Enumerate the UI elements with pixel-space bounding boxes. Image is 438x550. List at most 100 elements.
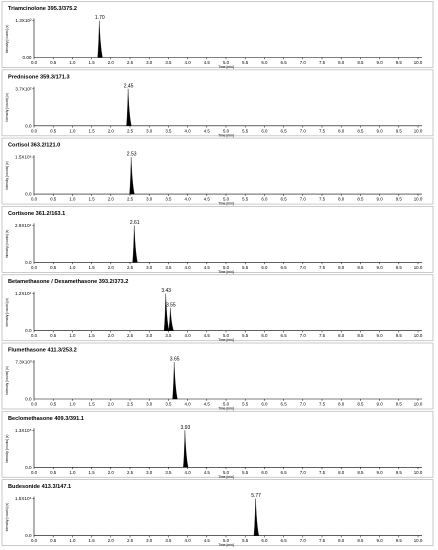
y-tick-label: 0.0: [25, 533, 32, 538]
x-tick-label: 10.0: [414, 197, 423, 202]
x-tick-label: 2.0: [108, 265, 115, 270]
panel-frame: [1, 342, 434, 410]
x-tick-label: 6.5: [281, 128, 288, 133]
peak-retention-label: 5.77: [251, 493, 261, 499]
chromatogram-panel: Cortisol 363.2/121.0 0.0 1.5X10⁶ Intensity …: [1, 137, 434, 206]
x-tick-label: 5.5: [242, 128, 249, 133]
x-tick-label: 1.0: [69, 470, 76, 475]
x-tick-label: 6.0: [261, 128, 268, 133]
x-tick-label: 7.5: [319, 128, 326, 133]
x-tick-label: 3.0: [146, 538, 153, 543]
x-tick-label: 8.0: [338, 60, 345, 65]
x-tick-label: 0.5: [50, 265, 57, 270]
x-tick-label: 0.0: [31, 60, 38, 65]
y-axis-label: Intensity [counts] (x): [5, 503, 9, 532]
y-axis-label: Intensity [counts] (x): [5, 435, 9, 464]
x-tick-label: 5.0: [223, 265, 230, 270]
x-tick-label: 5.5: [242, 538, 249, 543]
x-tick-label: 0.0: [31, 538, 38, 543]
peak-retention-label: 3.93: [181, 425, 191, 431]
panel-title: Budesonide 413.3/147.1: [8, 484, 71, 490]
x-tick-label: 1.5: [89, 197, 96, 202]
x-axis-label: Time [min]: [218, 65, 234, 69]
x-tick-label: 4.5: [204, 538, 211, 543]
x-tick-label: 9.0: [377, 402, 384, 407]
x-tick-label: 6.0: [261, 265, 268, 270]
x-axis-label: Time [min]: [218, 338, 234, 342]
chromatogram-panel: Beclomethasone 409.3/391.1 0.0 1.3X10⁵ Inte…: [1, 410, 434, 479]
panel-frame: [1, 274, 434, 342]
x-tick-label: 5.5: [242, 333, 249, 338]
x-tick-label: 2.0: [108, 60, 115, 65]
x-tick-label: 5.5: [242, 470, 249, 475]
y-tick-label: 0.0: [25, 260, 32, 265]
x-tick-label: 8.5: [357, 197, 364, 202]
y-tick-label: 1.5X10⁶: [15, 155, 32, 160]
x-tick-label: 3.5: [165, 402, 172, 407]
x-tick-label: 3.0: [146, 265, 153, 270]
x-tick-label: 5.0: [223, 197, 230, 202]
x-tick-label: 0.5: [50, 538, 57, 543]
x-tick-label: 7.5: [319, 402, 326, 407]
panel-title: Triamcinolone 395.3/375.2: [8, 6, 77, 12]
y-tick-label: 1.3X10²: [15, 18, 32, 23]
x-tick-label: 2.5: [127, 197, 134, 202]
x-tick-label: 9.5: [396, 470, 403, 475]
y-tick-label: 3.7X10²: [15, 86, 32, 91]
x-tick-label: 4.5: [204, 402, 211, 407]
x-tick-label: 9.0: [377, 60, 384, 65]
x-tick-label: 9.5: [396, 538, 403, 543]
x-tick-label: 6.5: [281, 265, 288, 270]
x-tick-label: 4.5: [204, 470, 211, 475]
x-tick-label: 5.0: [223, 333, 230, 338]
x-tick-label: 1.5: [89, 538, 96, 543]
x-axis-label: Time [min]: [218, 475, 234, 479]
chromatogram-panel: Budesonide 413.3/147.1 0.0 1.5X10⁴ Intensit…: [1, 479, 434, 547]
x-tick-label: 6.5: [281, 538, 288, 543]
panel-title: Cortisone 361.2/163.1: [8, 211, 65, 217]
x-tick-label: 8.0: [338, 470, 345, 475]
x-tick-label: 7.0: [300, 538, 307, 543]
x-tick-label: 8.0: [338, 333, 345, 338]
x-tick-label: 0.0: [31, 197, 38, 202]
x-tick-label: 4.0: [185, 265, 192, 270]
x-tick-label: 8.0: [338, 402, 345, 407]
x-tick-label: 9.0: [377, 538, 384, 543]
x-tick-label: 2.5: [127, 265, 134, 270]
x-tick-label: 10.0: [414, 333, 423, 338]
y-axis-label: Intensity [counts] (x): [5, 93, 9, 122]
x-tick-label: 10.0: [414, 538, 423, 543]
x-tick-label: 7.0: [300, 60, 307, 65]
x-tick-label: 6.0: [261, 538, 268, 543]
x-tick-label: 0.0: [31, 128, 38, 133]
x-tick-label: 3.5: [165, 197, 172, 202]
x-tick-label: 5.5: [242, 265, 249, 270]
x-tick-label: 2.0: [108, 470, 115, 475]
x-axis-label: Time [min]: [218, 543, 234, 547]
x-tick-label: 1.5: [89, 402, 96, 407]
x-tick-label: 10.0: [414, 60, 423, 65]
x-tick-label: 4.0: [185, 197, 192, 202]
x-tick-label: 0.5: [50, 128, 57, 133]
x-tick-label: 8.5: [357, 333, 364, 338]
y-tick-label: 0.00: [23, 55, 32, 60]
x-tick-label: 9.5: [396, 333, 403, 338]
x-tick-label: 2.0: [108, 197, 115, 202]
x-tick-label: 4.0: [185, 128, 192, 133]
x-tick-label: 2.5: [127, 402, 134, 407]
x-tick-label: 3.0: [146, 470, 153, 475]
x-tick-label: 3.0: [146, 60, 153, 65]
x-tick-label: 5.0: [223, 128, 230, 133]
x-tick-label: 10.0: [414, 470, 423, 475]
peak-retention-label: 3.65: [170, 357, 180, 363]
y-tick-label: 2.9X10⁴: [15, 223, 32, 228]
x-tick-label: 6.0: [261, 197, 268, 202]
x-tick-label: 5.0: [223, 60, 230, 65]
x-tick-label: 1.0: [69, 538, 76, 543]
x-tick-label: 4.0: [185, 60, 192, 65]
x-tick-label: 6.0: [261, 470, 268, 475]
x-tick-label: 2.0: [108, 333, 115, 338]
x-tick-label: 5.0: [223, 470, 230, 475]
chromatogram-peak: [253, 498, 259, 536]
